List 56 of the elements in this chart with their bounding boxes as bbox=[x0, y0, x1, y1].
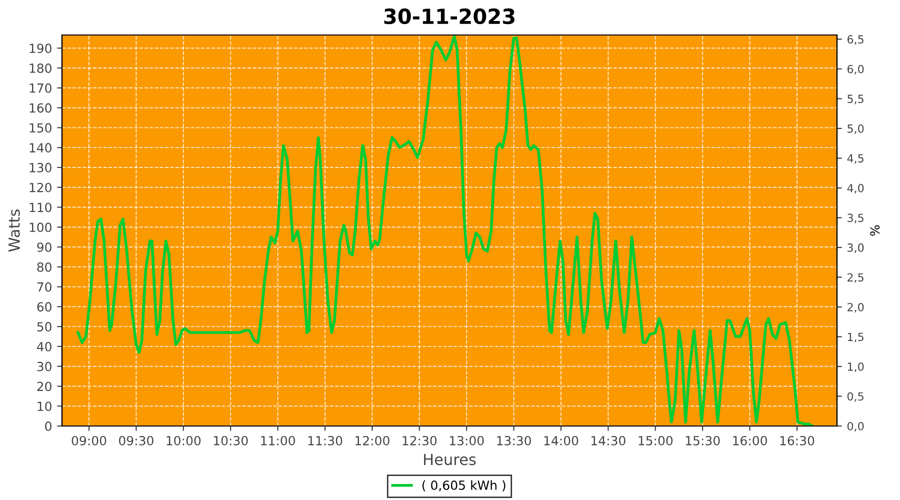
y2-tick-label: 6,0 bbox=[848, 64, 864, 74]
line-series bbox=[76, 35, 814, 426]
y2-axis-title: % bbox=[870, 225, 880, 236]
y-tick-label: 50 bbox=[37, 322, 52, 332]
chart-title: 30-11-2023 bbox=[384, 8, 514, 24]
y2-tick-label: 2,5 bbox=[848, 273, 864, 283]
x-tick-label: 09:00 bbox=[72, 436, 106, 446]
y-tick-label: 40 bbox=[36, 342, 52, 352]
x-tick-label: 13:00 bbox=[450, 436, 484, 446]
y2-tick-label: 2,0 bbox=[848, 302, 864, 312]
y-tick-label: 20 bbox=[37, 382, 52, 392]
y2-tick-label: 5,5 bbox=[848, 94, 864, 104]
x-tick-label: 12:30 bbox=[402, 436, 437, 446]
x-tick-label: 16:00 bbox=[733, 436, 767, 446]
y-tick-label: 80 bbox=[37, 262, 52, 272]
x-tick-label: 11:30 bbox=[308, 436, 342, 446]
x-tick-label: 13:30 bbox=[497, 436, 531, 446]
y2-tick-label: 3,5 bbox=[848, 214, 864, 224]
y-tick-label: 120 bbox=[30, 182, 52, 192]
y2-tick-label: 4,0 bbox=[847, 184, 864, 194]
y2-tick-label: 0,0 bbox=[847, 422, 864, 432]
y-tick-label: 110 bbox=[30, 202, 52, 212]
y2-tick-label: 0,5 bbox=[847, 392, 864, 402]
y2-tick-label: 5,0 bbox=[848, 124, 864, 134]
x-tick-label: 10:00 bbox=[166, 436, 201, 446]
y2-tick-label: 4,5 bbox=[847, 154, 864, 164]
x-tick-label: 14:30 bbox=[592, 436, 626, 446]
x-tick-label: 12:00 bbox=[356, 436, 390, 446]
y-tick-label: 180 bbox=[30, 63, 52, 73]
x-tick-label: 16:30 bbox=[780, 436, 814, 446]
y-tick-label: 0 bbox=[45, 421, 52, 431]
y-tick-label: 100 bbox=[30, 222, 52, 232]
y2-tick-label: 3,0 bbox=[848, 243, 864, 253]
y-tick-label: 160 bbox=[30, 103, 52, 113]
y-tick-label: 30 bbox=[37, 362, 52, 372]
legend-label: ( 0,605 kWh ) bbox=[422, 480, 506, 492]
y-tick-label: 170 bbox=[30, 83, 52, 93]
y2-tick-label: 1,5 bbox=[848, 332, 864, 342]
y-axis-title: Watts bbox=[8, 210, 20, 252]
y-tick-label: 140 bbox=[30, 143, 52, 152]
y-tick-label: 150 bbox=[30, 123, 52, 133]
y-tick-label: 70 bbox=[37, 282, 52, 292]
y-tick-label: 60 bbox=[37, 302, 52, 312]
y-tick-label: 10 bbox=[38, 402, 52, 412]
x-tick-label: 15:30 bbox=[686, 436, 720, 446]
y2-tick-label: 1,0 bbox=[848, 362, 864, 372]
y-tick-label: 130 bbox=[30, 162, 52, 172]
x-tick-label: 14:00 bbox=[544, 436, 578, 446]
x-tick-label: 10:30 bbox=[214, 436, 248, 446]
y-tick-label: 190 bbox=[30, 44, 52, 54]
y2-tick-label: 6,5 bbox=[848, 35, 864, 45]
x-tick-label: 09:30 bbox=[119, 436, 154, 446]
y-tick-label: 90 bbox=[37, 242, 52, 252]
x-axis-title: Heures bbox=[424, 454, 476, 466]
x-tick-label: 11:00 bbox=[261, 436, 295, 446]
x-tick-label: 15:00 bbox=[638, 436, 673, 446]
